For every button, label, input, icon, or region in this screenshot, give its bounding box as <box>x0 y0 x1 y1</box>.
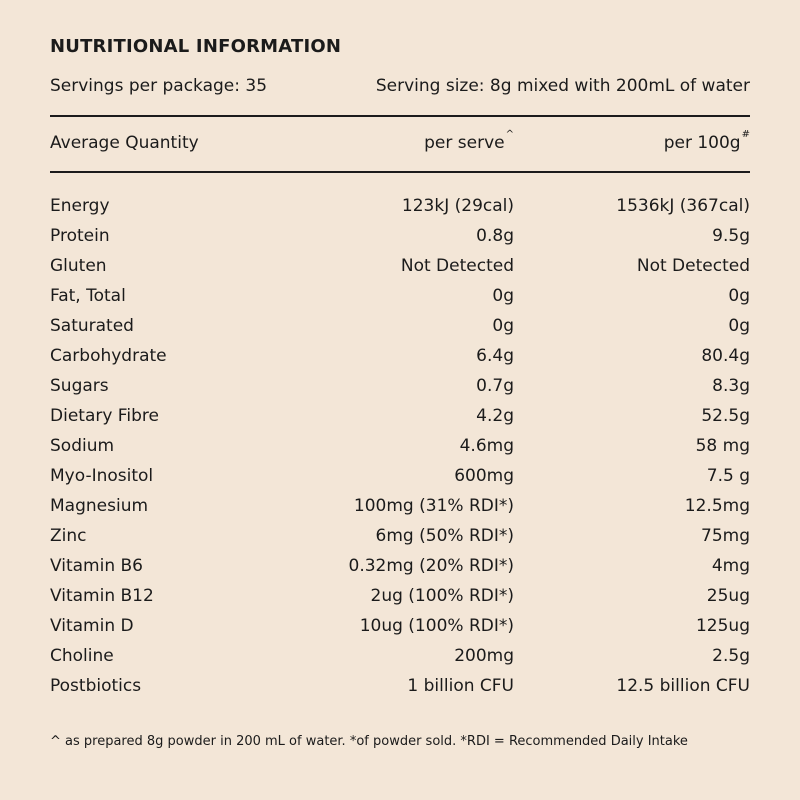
nutrient-per-100g: 125ug <box>695 616 750 636</box>
nutrient-per-serve: 10ug (100% RDI*) <box>359 616 514 636</box>
nutrient-per-100g: 0g <box>728 286 750 306</box>
nutrient-per-100g: 8.3g <box>712 376 750 396</box>
nutrient-per-serve: 123kJ (29cal) <box>401 196 514 216</box>
nutrient-name: Carbohydrate <box>50 346 167 366</box>
table-row: Postbiotics 1 billion CFU 12.5 billion CFU <box>50 674 750 704</box>
nutrient-per-100g: 12.5mg <box>684 496 750 516</box>
table-row: Magnesium 100mg (31% RDI*) 12.5mg <box>50 494 750 524</box>
header-per-serve: per serve^ <box>424 129 514 153</box>
nutrient-per-100g: 58 mg <box>695 436 750 456</box>
table-row: Vitamin B12 2ug (100% RDI*) 25ug <box>50 584 750 614</box>
nutrient-name: Vitamin B12 <box>50 586 154 606</box>
nutrient-name: Dietary Fibre <box>50 406 159 426</box>
nutrient-per-serve: 0.8g <box>476 226 514 246</box>
nutrient-per-serve: Not Detected <box>400 256 514 276</box>
nutrient-name: Fat, Total <box>50 286 126 306</box>
table-row: Energy 123kJ (29cal) 1536kJ (367cal) <box>50 194 750 224</box>
nutrient-per-100g: 7.5 g <box>706 466 750 486</box>
table-row: Zinc 6mg (50% RDI*) 75mg <box>50 524 750 554</box>
nutrient-per-100g: 9.5g <box>712 226 750 246</box>
per-serve-footnote-mark: ^ <box>505 129 514 140</box>
nutrient-name: Saturated <box>50 316 134 336</box>
table-row: Carbohydrate 6.4g 80.4g <box>50 344 750 374</box>
nutrient-per-serve: 0g <box>492 316 514 336</box>
nutrient-per-serve: 6.4g <box>476 346 514 366</box>
nutrient-per-100g: 25ug <box>706 586 750 606</box>
table-row: Fat, Total 0g 0g <box>50 284 750 314</box>
header-per-serve-label: per serve <box>424 133 505 153</box>
header-per-100g: per 100g# <box>663 129 750 153</box>
table-row: Myo-Inositol 600mg 7.5 g <box>50 464 750 494</box>
nutrient-name: Choline <box>50 646 114 666</box>
footnote: ^ as prepared 8g powder in 200 mL of wat… <box>50 734 688 749</box>
top-divider <box>50 115 750 117</box>
nutrient-per-100g: 2.5g <box>712 646 750 666</box>
nutrient-name: Postbiotics <box>50 676 142 696</box>
nutrient-per-serve: 1 billion CFU <box>407 676 514 696</box>
table-row: Vitamin D 10ug (100% RDI*) 125ug <box>50 614 750 644</box>
nutrient-name: Magnesium <box>50 496 149 516</box>
table-row: Choline 200mg 2.5g <box>50 644 750 674</box>
nutrient-name: Zinc <box>50 526 87 546</box>
table-row: Protein 0.8g 9.5g <box>50 224 750 254</box>
table-row: Sodium 4.6mg 58 mg <box>50 434 750 464</box>
nutrient-name: Vitamin B6 <box>50 556 144 576</box>
table-row: Dietary Fibre 4.2g 52.5g <box>50 404 750 434</box>
nutrient-name: Gluten <box>50 256 107 276</box>
header-divider <box>50 171 750 173</box>
nutrient-per-100g: 52.5g <box>701 406 750 426</box>
serving-size: Serving size: 8g mixed with 200mL of wat… <box>375 76 750 96</box>
nutrient-per-100g: 12.5 billion CFU <box>616 676 750 696</box>
nutrient-per-serve: 4.6mg <box>459 436 514 456</box>
table-header: Average Quantity per serve^ per 100g# <box>50 129 750 157</box>
table-row: Saturated 0g 0g <box>50 314 750 344</box>
header-per-100g-label: per 100g <box>663 133 741 153</box>
nutrient-per-serve: 0g <box>492 286 514 306</box>
table-row: Gluten Not Detected Not Detected <box>50 254 750 284</box>
nutrient-per-serve: 2ug (100% RDI*) <box>370 586 514 606</box>
nutrient-per-serve: 100mg (31% RDI*) <box>353 496 514 516</box>
header-average-quantity: Average Quantity <box>50 133 199 153</box>
nutrient-name: Myo-Inositol <box>50 466 154 486</box>
nutrient-per-100g: 4mg <box>711 556 750 576</box>
table-row: Sugars 0.7g 8.3g <box>50 374 750 404</box>
nutrient-name: Energy <box>50 196 110 216</box>
table-row: Vitamin B6 0.32mg (20% RDI*) 4mg <box>50 554 750 584</box>
nutrient-table: Energy 123kJ (29cal) 1536kJ (367cal) Prote… <box>50 194 750 704</box>
nutrient-per-serve: 6mg (50% RDI*) <box>375 526 514 546</box>
per-100g-footnote-mark: # <box>741 129 750 140</box>
nutrient-per-100g: 0g <box>728 316 750 336</box>
nutrition-panel: NUTRITIONAL INFORMATION Servings per pac… <box>50 0 750 800</box>
servings-per-package: Servings per package: 35 <box>50 76 268 96</box>
nutrient-name: Sugars <box>50 376 109 396</box>
nutrient-per-serve: 0.7g <box>476 376 514 396</box>
nutrient-per-100g: 1536kJ (367cal) <box>616 196 750 216</box>
nutrient-name: Protein <box>50 226 110 246</box>
nutrient-name: Vitamin D <box>50 616 134 636</box>
nutrient-per-serve: 0.32mg (20% RDI*) <box>348 556 514 576</box>
nutrient-per-serve: 4.2g <box>476 406 514 426</box>
nutrient-per-serve: 200mg <box>454 646 514 666</box>
servings-row: Servings per package: 35 Serving size: 8… <box>50 76 750 98</box>
page-title: NUTRITIONAL INFORMATION <box>50 36 342 57</box>
nutrient-per-100g: 80.4g <box>701 346 750 366</box>
nutrient-per-serve: 600mg <box>454 466 514 486</box>
nutrient-name: Sodium <box>50 436 115 456</box>
nutrient-per-100g: 75mg <box>701 526 750 546</box>
nutrient-per-100g: Not Detected <box>636 256 750 276</box>
